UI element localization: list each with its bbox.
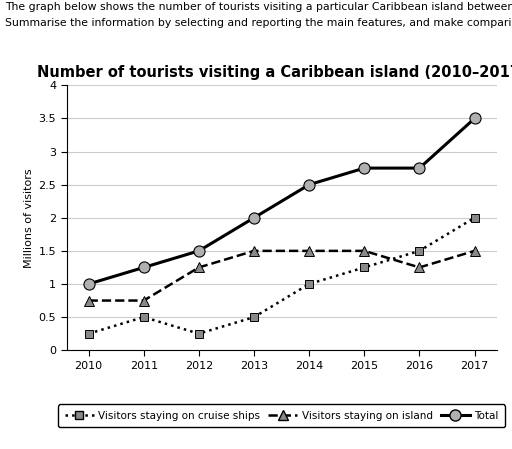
Legend: Visitors staying on cruise ships, Visitors staying on island, Total: Visitors staying on cruise ships, Visito… bbox=[58, 405, 505, 427]
Text: Summarise the information by selecting and reporting the main features, and make: Summarise the information by selecting a… bbox=[5, 18, 512, 28]
Text: The graph below shows the number of tourists visiting a particular Caribbean isl: The graph below shows the number of tour… bbox=[5, 2, 512, 12]
Title: Number of tourists visiting a Caribbean island (2010–2017): Number of tourists visiting a Caribbean … bbox=[37, 65, 512, 80]
Y-axis label: Millions of visitors: Millions of visitors bbox=[24, 168, 34, 268]
